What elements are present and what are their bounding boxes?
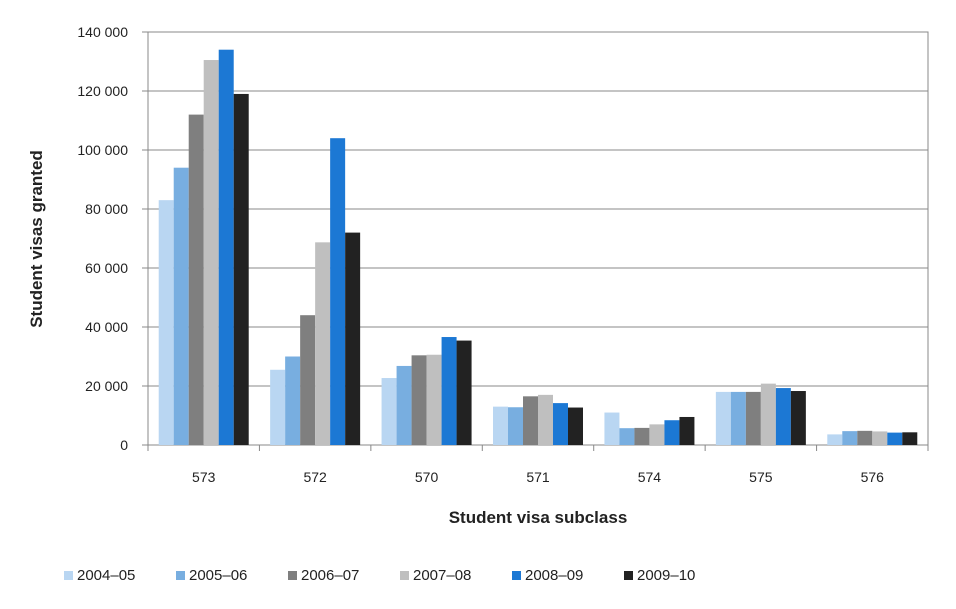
bar-570-2009–10 bbox=[456, 340, 472, 445]
bar-573-2004–05 bbox=[158, 200, 174, 445]
bar-570-2005–06 bbox=[396, 365, 412, 445]
bar-576-2009–10 bbox=[902, 432, 918, 445]
bar-570-2007–08 bbox=[426, 354, 442, 445]
legend-label: 2004–05 bbox=[77, 567, 135, 584]
bar-571-2008–09 bbox=[553, 403, 568, 445]
bar-575-2009–10 bbox=[790, 391, 806, 445]
y-tick-label: 80 000 bbox=[85, 201, 128, 217]
bar-571-2004–05 bbox=[493, 406, 508, 445]
legend-swatch bbox=[288, 571, 297, 580]
bar-576-2005–06 bbox=[842, 431, 858, 445]
y-tick-label: 0 bbox=[120, 437, 128, 453]
bar-574-2005–06 bbox=[619, 428, 635, 445]
bar-571-2006–07 bbox=[523, 396, 538, 445]
bar-572-2008–09 bbox=[330, 138, 346, 445]
bar-570-2004–05 bbox=[381, 378, 397, 445]
legend-swatch bbox=[400, 571, 409, 580]
bar-574-2007–08 bbox=[649, 424, 665, 445]
legend-swatch bbox=[64, 571, 73, 580]
y-axis-ticks: 0 20 000 40 000 60 000 80 000 100 000 120 000 1… bbox=[77, 24, 128, 453]
bars bbox=[158, 49, 918, 446]
y-tick-label: 40 000 bbox=[85, 319, 128, 335]
legend-label: 2008–09 bbox=[525, 567, 583, 584]
bar-575-2008–09 bbox=[775, 388, 791, 445]
bar-573-2007–08 bbox=[203, 60, 219, 446]
legend: 2004–05 2005–06 2006–07 2007–08 2008–09 2009–… bbox=[64, 567, 695, 584]
bar-575-2005–06 bbox=[730, 391, 746, 445]
bar-575-2007–08 bbox=[760, 383, 776, 445]
y-tick-label: 60 000 bbox=[85, 260, 128, 276]
bar-574-2004–05 bbox=[604, 412, 620, 445]
y-tick-label: 140 000 bbox=[77, 24, 128, 40]
legend-swatch bbox=[512, 571, 521, 580]
legend-label: 2009–10 bbox=[637, 567, 695, 584]
x-tick-label: 573 bbox=[192, 469, 216, 485]
legend-label: 2005–06 bbox=[189, 567, 247, 584]
y-tick-label: 120 000 bbox=[77, 83, 128, 99]
y-tick-label: 100 000 bbox=[77, 142, 128, 158]
bar-570-2006–07 bbox=[411, 355, 427, 445]
bar-574-2009–10 bbox=[679, 416, 695, 445]
bar-576-2006–07 bbox=[857, 430, 873, 445]
bar-574-2006–07 bbox=[634, 427, 650, 445]
bar-576-2007–08 bbox=[872, 431, 888, 445]
bar-573-2008–09 bbox=[218, 49, 234, 445]
bar-571-2005–06 bbox=[508, 407, 523, 445]
bar-570-2008–09 bbox=[441, 337, 457, 445]
bar-571-2007–08 bbox=[538, 394, 553, 445]
bar-576-2008–09 bbox=[887, 432, 903, 445]
legend-swatch bbox=[624, 571, 633, 580]
bar-571-2009–10 bbox=[568, 407, 583, 445]
x-tick-label: 571 bbox=[526, 469, 550, 485]
bar-572-2005–06 bbox=[285, 356, 301, 445]
x-tick-label: 572 bbox=[303, 469, 327, 485]
x-tick-label: 570 bbox=[415, 469, 439, 485]
x-tick-label: 574 bbox=[638, 469, 662, 485]
bar-575-2006–07 bbox=[745, 391, 761, 445]
y-axis-title: Student visas granted bbox=[27, 150, 46, 328]
gridlines bbox=[142, 31, 929, 446]
legend-label: 2007–08 bbox=[413, 567, 471, 584]
bar-573-2005–06 bbox=[173, 167, 189, 445]
bar-572-2004–05 bbox=[270, 369, 286, 445]
legend-swatch bbox=[176, 571, 185, 580]
x-axis-title: Student visa subclass bbox=[449, 508, 628, 527]
bar-573-2006–07 bbox=[188, 114, 204, 445]
plot-border bbox=[147, 31, 929, 446]
bar-576-2004–05 bbox=[827, 434, 843, 445]
x-tick-label: 576 bbox=[861, 469, 885, 485]
x-tick-label: 575 bbox=[749, 469, 773, 485]
x-axis-ticks: 573 572 570 571 574 575 576 bbox=[147, 445, 929, 485]
y-tick-label: 20 000 bbox=[85, 378, 128, 394]
bar-572-2007–08 bbox=[315, 242, 331, 445]
legend-label: 2006–07 bbox=[301, 567, 359, 584]
bar-572-2009–10 bbox=[345, 232, 361, 445]
bar-574-2008–09 bbox=[664, 420, 680, 445]
bar-573-2009–10 bbox=[233, 93, 249, 445]
bar-575-2004–05 bbox=[715, 391, 731, 445]
bar-572-2006–07 bbox=[300, 315, 316, 445]
